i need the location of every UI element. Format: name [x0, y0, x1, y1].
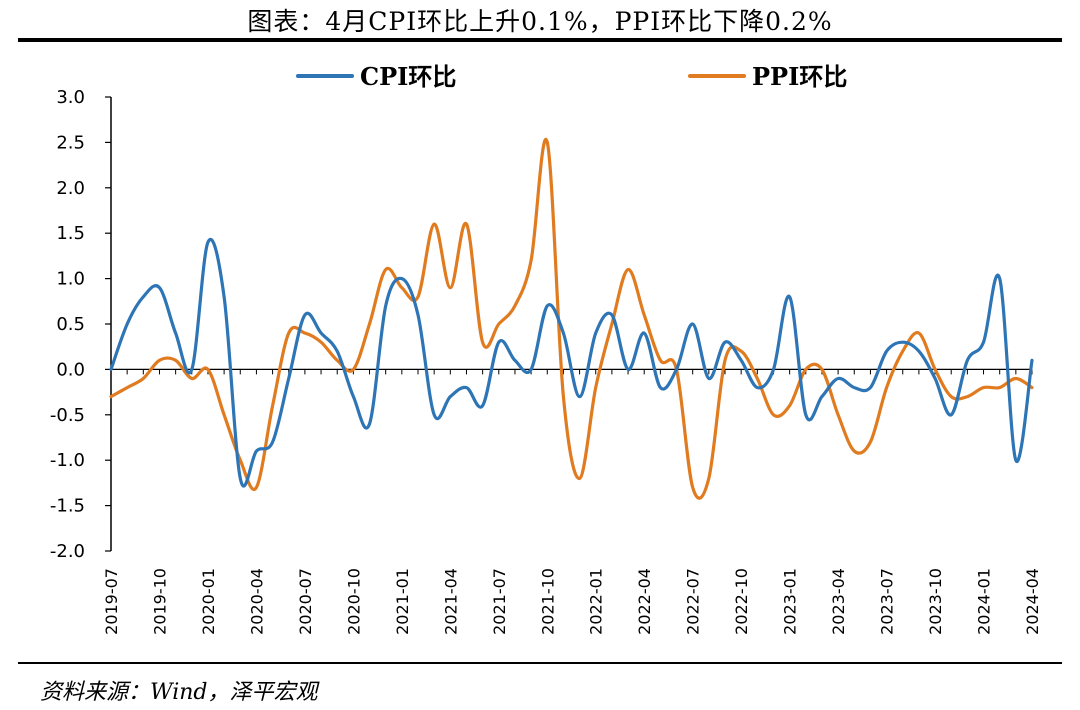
- x-tick-label: 2021-04: [441, 568, 460, 635]
- x-tick-label: 2024-01: [975, 568, 994, 635]
- axes: 3.0 2.5 2.0 1.5 1.0 0.5 0.0 -0.5 -1.0 -1.5 -2.0 201…: [50, 87, 1042, 635]
- x-tick-label: 2021-01: [393, 568, 412, 635]
- x-tick-label: 2024-04: [1023, 568, 1042, 635]
- y-tick-label: 1.0: [56, 269, 85, 290]
- x-tick-label: 2022-01: [587, 568, 606, 635]
- y-tick-label: -1.5: [50, 496, 85, 517]
- y-tick-label: 2.0: [56, 178, 85, 199]
- y-tick-label: 1.5: [56, 223, 85, 244]
- y-tick-label: -0.5: [50, 405, 85, 426]
- ppi-series-line: [109, 137, 1034, 500]
- y-tick-label: 0.0: [56, 359, 85, 380]
- chart-title: 图表：4月CPI环比上升0.1%，PPI环比下降0.2%: [247, 7, 833, 36]
- legend: CPI环比 PPI环比: [296, 62, 847, 91]
- x-tick-label: 2023-04: [829, 568, 848, 635]
- x-tick-label: 2019-10: [150, 568, 169, 635]
- x-tick-label: 2023-07: [878, 568, 897, 635]
- top-rule: [18, 38, 1062, 42]
- x-tick-label: 2022-10: [732, 568, 751, 635]
- cpi-series-line: [109, 238, 1034, 488]
- x-tick-label: 2020-04: [247, 568, 266, 635]
- line-chart: 3.0 2.5 2.0 1.5 1.0 0.5 0.0 -0.5 -1.0 -1.5 -2.0 201…: [50, 62, 1042, 635]
- x-tick-label: 2021-07: [490, 568, 509, 635]
- legend-ppi-label: PPI环比: [752, 62, 847, 91]
- x-tick-label: 2022-04: [635, 568, 654, 635]
- x-tick-label: 2020-01: [199, 568, 218, 635]
- x-tick-label: 2023-10: [926, 568, 945, 635]
- x-tick-label: 2022-07: [684, 568, 703, 635]
- x-tick-label: 2020-10: [344, 568, 363, 635]
- series-lines: [109, 137, 1034, 500]
- source-note: 资料来源：Wind，泽平宏观: [40, 680, 318, 705]
- x-tick-label: 2019-07: [102, 568, 121, 635]
- y-tick-label: -1.0: [50, 450, 85, 471]
- y-tick-label: 3.0: [56, 87, 85, 108]
- bottom-rule: [18, 662, 1062, 664]
- x-tick-label: 2020-07: [296, 568, 315, 635]
- x-tick-label: 2023-01: [781, 568, 800, 635]
- y-tick-label: 2.5: [56, 132, 85, 153]
- y-tick-label: -2.0: [50, 541, 85, 562]
- y-tick-label: 0.5: [56, 314, 85, 335]
- x-tick-label: 2021-10: [538, 568, 557, 635]
- legend-cpi-label: CPI环比: [360, 62, 456, 91]
